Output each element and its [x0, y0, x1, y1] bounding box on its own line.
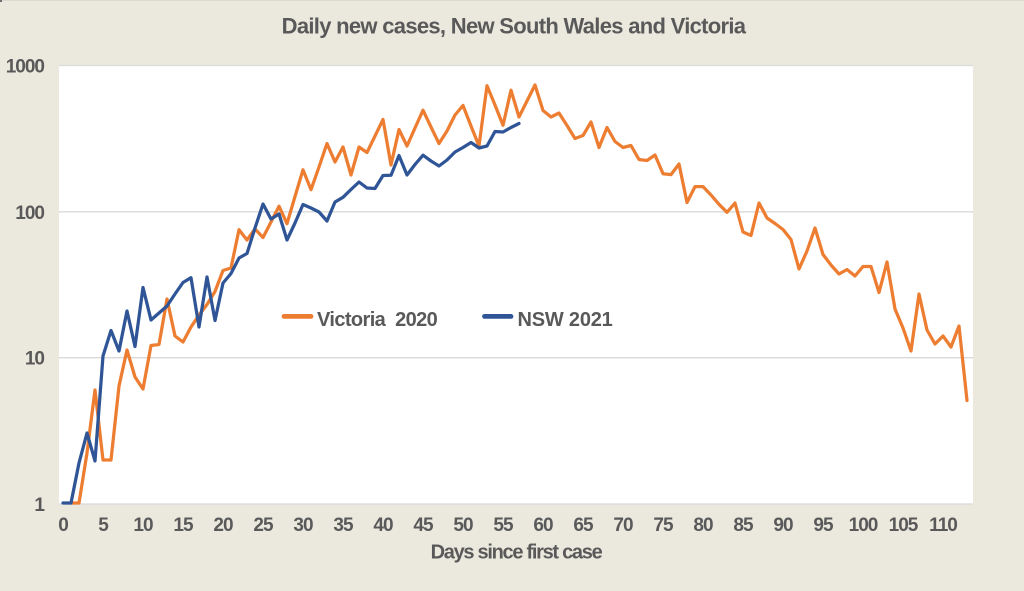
svg-text:110: 110 [929, 515, 957, 536]
svg-text:70: 70 [613, 515, 633, 536]
svg-text:1000: 1000 [6, 57, 45, 78]
svg-text:100: 100 [849, 515, 878, 536]
svg-text:105: 105 [889, 515, 919, 536]
svg-text:20: 20 [213, 515, 233, 536]
svg-text:15: 15 [173, 515, 194, 536]
svg-text:45: 45 [413, 515, 434, 536]
svg-text:NSW 2021: NSW 2021 [518, 309, 613, 331]
svg-text:10: 10 [133, 515, 153, 536]
svg-text:90: 90 [773, 515, 793, 536]
svg-text:0: 0 [58, 515, 68, 536]
svg-text:65: 65 [573, 515, 594, 536]
svg-text:35: 35 [333, 515, 354, 536]
svg-text:75: 75 [653, 515, 674, 536]
svg-text:100: 100 [15, 203, 44, 224]
svg-text:60: 60 [533, 515, 553, 536]
svg-text:1: 1 [34, 495, 45, 516]
svg-text:80: 80 [693, 515, 713, 536]
svg-text:25: 25 [253, 515, 274, 536]
svg-text:Days since first case: Days since first case [431, 542, 603, 564]
svg-text:10: 10 [25, 349, 45, 370]
svg-text:40: 40 [373, 515, 393, 536]
svg-text:30: 30 [293, 515, 313, 536]
svg-text:5: 5 [98, 515, 109, 536]
svg-text:Daily new cases, New South Wal: Daily new cases, New South Wales and Vic… [282, 14, 747, 39]
svg-text:55: 55 [493, 515, 514, 536]
svg-text:Victoria 2020: Victoria 2020 [317, 309, 438, 331]
svg-text:95: 95 [813, 515, 834, 536]
svg-text:85: 85 [733, 515, 754, 536]
svg-text:50: 50 [453, 515, 473, 536]
